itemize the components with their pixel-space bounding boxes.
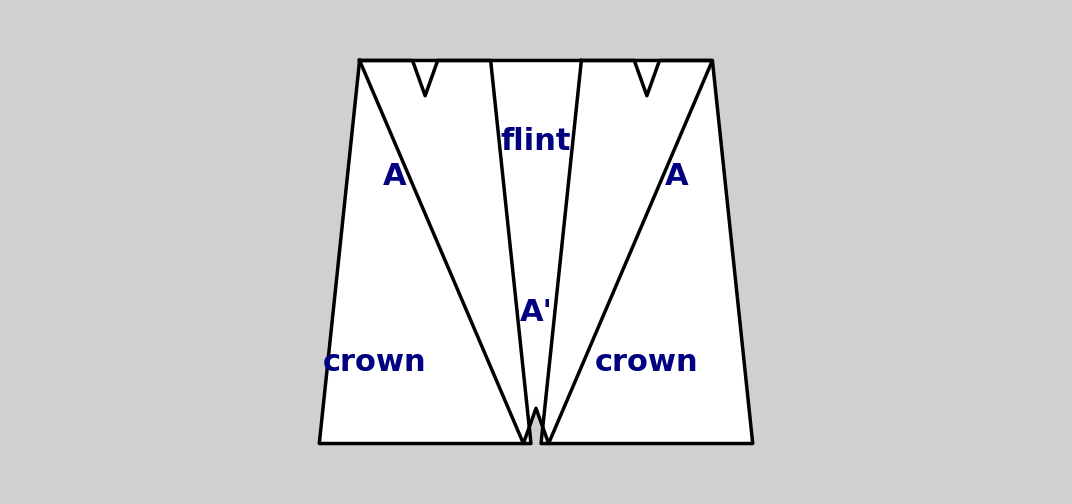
- Text: crown: crown: [595, 348, 699, 377]
- Text: A': A': [520, 298, 552, 327]
- Polygon shape: [541, 60, 753, 444]
- Polygon shape: [319, 60, 531, 444]
- Text: flint: flint: [501, 127, 571, 156]
- Polygon shape: [359, 60, 713, 444]
- Text: A: A: [383, 162, 406, 191]
- Text: crown: crown: [323, 348, 427, 377]
- Text: A: A: [666, 162, 689, 191]
